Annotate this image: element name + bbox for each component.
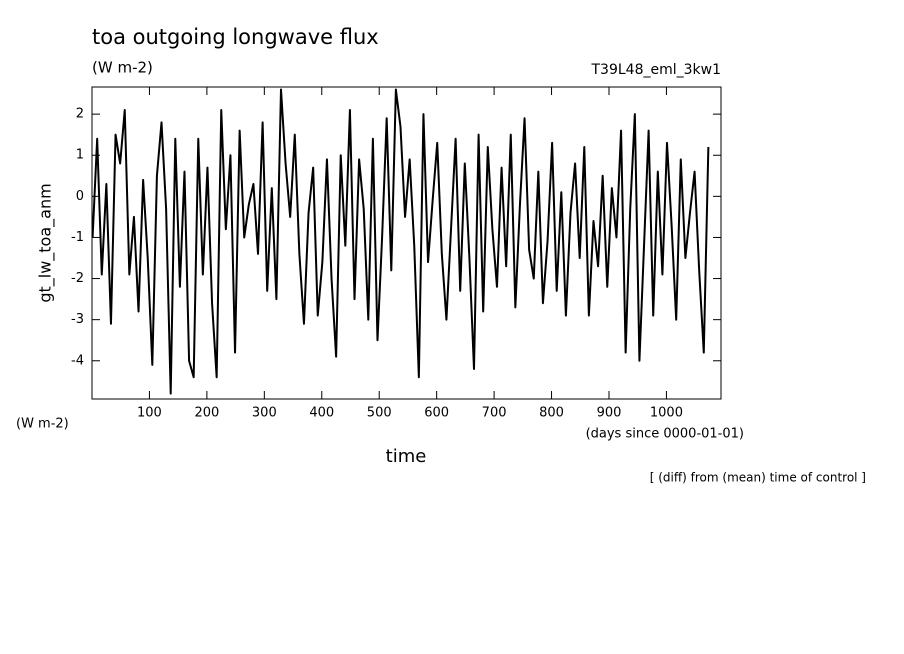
data-line (92, 88, 710, 395)
run-name: T39L48_eml_3kw1 (591, 62, 722, 78)
x-tick-label: 1000 (650, 406, 683, 421)
x-tick-label: 700 (482, 406, 507, 421)
x-tick-label: 800 (539, 406, 564, 421)
x-tick-label: 300 (252, 406, 277, 421)
x-tick-label: 100 (137, 406, 162, 421)
y-tick-label: -4 (71, 353, 84, 368)
y-unit: (W m-2) (16, 417, 69, 432)
x-tick-label: 500 (367, 406, 392, 421)
chart-subtitle: (W m-2) (92, 59, 153, 77)
x-unit: (days since 0000-01-01) (586, 427, 744, 442)
y-tick-label: 1 (76, 148, 84, 163)
chart-title: toa outgoing longwave flux (92, 25, 379, 49)
y-tick-label: -1 (71, 230, 84, 245)
x-tick-label: 900 (597, 406, 622, 421)
x-tick-label: 600 (424, 406, 449, 421)
y-tick-label: -3 (71, 312, 84, 327)
footnote: [ (diff) from (mean) time of control ] (650, 471, 866, 485)
x-axis-label: time (386, 446, 427, 467)
y-tick-label: 2 (76, 107, 84, 122)
x-tick-label: 400 (309, 406, 334, 421)
y-tick-label: 0 (76, 189, 84, 204)
x-tick-label: 200 (194, 406, 219, 421)
y-axis-label: gt_lw_toa_anm (36, 183, 56, 302)
y-tick-label: -2 (71, 271, 84, 286)
plot-frame (91, 86, 722, 400)
